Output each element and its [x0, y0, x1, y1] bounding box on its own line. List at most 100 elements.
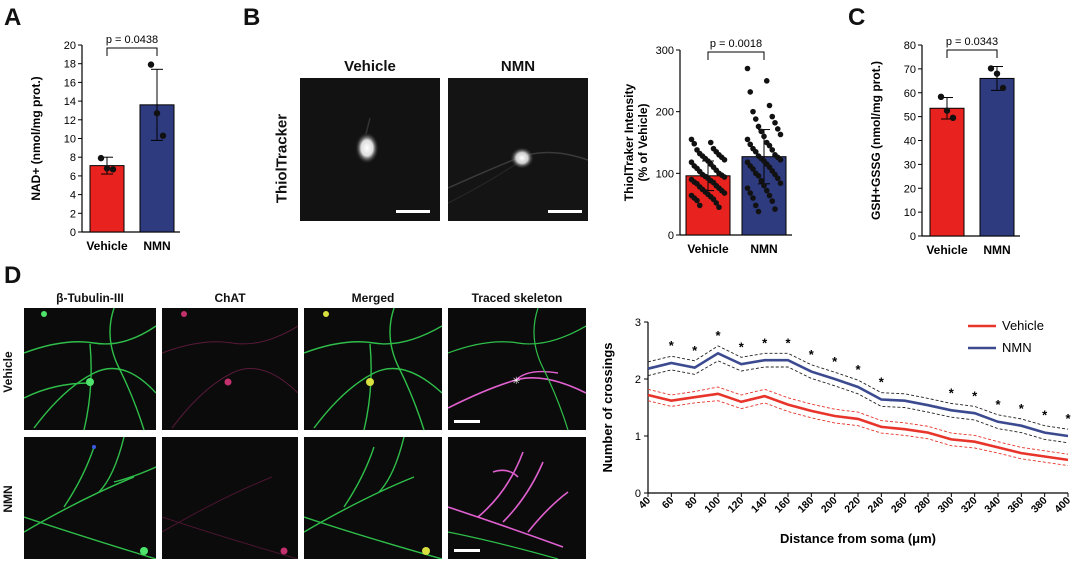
panel-label-b: B: [243, 4, 261, 31]
significance-star: *: [809, 347, 815, 362]
x-tick-label-400: 400: [1052, 495, 1073, 516]
x-tick-label-vehicle: Vehicle: [687, 242, 729, 256]
d-nmn-chat: [162, 437, 298, 559]
b-col-label-nmn: NMN: [500, 58, 536, 75]
data-point: [758, 177, 765, 184]
panel-label-d: D: [4, 262, 22, 289]
data-point: [109, 166, 117, 173]
x-tick-label-nmn: NMN: [983, 243, 1010, 257]
data-point: [763, 78, 770, 84]
series-vehicle-line: [647, 392, 1069, 462]
x-tick-label-nmn: NMN: [750, 242, 777, 256]
data-point: [943, 107, 951, 114]
x-tick-label-60: 60: [660, 495, 677, 512]
y-tick-label-3: 6: [70, 171, 76, 183]
b-vehicle-soma: [355, 132, 379, 164]
data-point: [713, 200, 720, 206]
significance-star: *: [972, 388, 978, 403]
d-col-label-traced: Traced skeleton: [471, 291, 563, 305]
x-tick-label-100: 100: [702, 495, 723, 516]
x-tick-label-300: 300: [936, 495, 957, 516]
data-point: [750, 166, 756, 172]
y-tick-label-0: 0: [668, 230, 674, 242]
x-tick-label-160: 160: [772, 495, 793, 516]
data-point: [777, 131, 784, 138]
d-col-label-merged: Merged: [351, 291, 395, 305]
significance-star: *: [879, 375, 885, 390]
d-nmn-merged: [304, 437, 442, 559]
data-point: [103, 165, 111, 172]
data-point: [758, 128, 765, 135]
y-tick-label-2: 20: [904, 183, 916, 195]
y-tick-label-5: 50: [904, 112, 916, 124]
data-point: [761, 133, 767, 140]
y-tick-label-6: 12: [64, 115, 76, 127]
significance-star: *: [785, 335, 791, 350]
significance-star: *: [855, 362, 861, 377]
b-col-label-vehicle: Vehicle: [344, 58, 396, 75]
data-point: [774, 175, 781, 182]
data-point: [772, 206, 778, 212]
significance-bracket: [707, 51, 765, 60]
data-point: [755, 123, 762, 130]
y-axis-label: GSH+GSSG (nmol/mg prot.): [869, 61, 883, 220]
y-axis-label-line: ThiolTraker Intensity: [622, 83, 636, 201]
chart-b: 0 100 200 300 ThiolTraker Intensity(% of Veh…: [622, 38, 792, 256]
d-nmn-traced: [448, 437, 586, 559]
y-axis-label-line: (% of Vehicle): [636, 103, 650, 181]
x-tick-label-220: 220: [842, 495, 863, 516]
data-point: [752, 148, 759, 155]
y-axis-label: NAD+ (nmol/mg prot.): [29, 76, 43, 200]
y-tick-label-8: 16: [64, 77, 76, 89]
p-value-label: p = 0.0018: [710, 38, 762, 50]
d-nmn-tubulin: [24, 437, 156, 559]
data-point: [721, 156, 728, 163]
p-value-label: p = 0.0343: [946, 36, 998, 48]
data-point: [747, 89, 754, 95]
data-point: [769, 198, 776, 204]
b-vehicle-scalebar: [396, 210, 430, 213]
y-tick-label-4: 8: [70, 152, 76, 164]
x-tick-label-240: 240: [866, 495, 887, 516]
y-axis-label: ThiolTraker Intensity(% of Vehicle): [622, 83, 650, 201]
d-row-label-nmn: NMN: [1, 485, 15, 513]
d-vehicle-merged: [304, 308, 442, 430]
data-point: [744, 185, 751, 191]
x-tick-label-140: 140: [749, 495, 770, 516]
b-nmn-scalebar: [548, 210, 582, 213]
data-point: [707, 139, 714, 146]
y-tick-label-7: 70: [904, 64, 916, 76]
d-vehicle-tubulin: [24, 308, 156, 430]
data-point: [153, 110, 161, 117]
data-point: [763, 187, 770, 194]
bar-vehicle: [89, 165, 125, 233]
data-point: [721, 174, 728, 180]
data-point: [688, 136, 695, 143]
y-tick-label-6: 60: [904, 88, 916, 100]
d-vehicle-chat: [162, 308, 298, 430]
bar-vehicle: [929, 107, 965, 237]
significance-bracket: [946, 49, 998, 58]
x-tick-label-180: 180: [796, 495, 817, 516]
y-tick-label-1: 10: [904, 207, 916, 219]
d-row-label-vehicle: Vehicle: [1, 351, 15, 393]
x-tick-label-360: 360: [1006, 495, 1027, 516]
significance-star: *: [995, 397, 1001, 412]
data-point: [744, 65, 751, 72]
data-point: [696, 202, 703, 209]
y-tick-label-2: 2: [635, 374, 641, 386]
significance-star: *: [949, 386, 955, 401]
data-point: [761, 182, 767, 189]
y-tick-label-1: 100: [656, 168, 674, 180]
chart-c: 0 10 20 30 40 50 60 70 80 GSH+GSSG (nmol/mg prot.…: [869, 36, 1020, 257]
data-point: [721, 190, 728, 196]
y-tick-label-2: 4: [70, 190, 76, 202]
data-point: [747, 141, 754, 148]
series-nmn-line: [647, 351, 1069, 438]
data-point: [777, 156, 784, 163]
y-tick-label-4: 40: [904, 136, 916, 148]
data-point: [937, 93, 945, 101]
panel-label-c: C: [848, 4, 866, 31]
data-point: [993, 70, 1001, 77]
x-tick-label-vehicle: Vehicle: [926, 243, 968, 257]
